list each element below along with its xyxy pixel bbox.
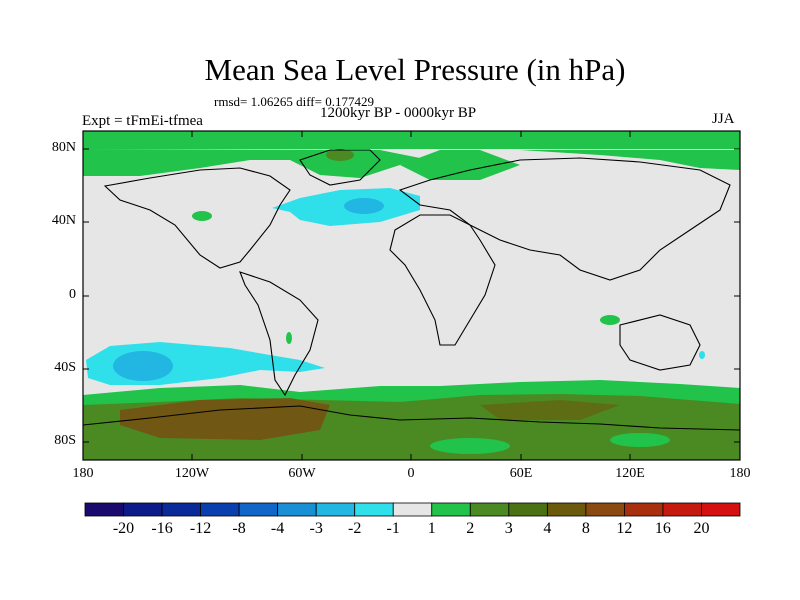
patch-s-america — [286, 332, 292, 344]
s-pacific-core — [113, 351, 173, 381]
antarctic-high-east — [480, 400, 620, 420]
colorbar-label: 1 — [427, 520, 436, 537]
colorbar-swatch — [546, 502, 587, 517]
colorbar-swatch — [277, 502, 317, 517]
colorbar-swatch — [200, 502, 240, 517]
colorbar-swatch — [161, 502, 201, 517]
colorbar-swatch — [662, 502, 702, 517]
lat-label-40n: 40N — [51, 213, 76, 228]
coastlines — [83, 149, 740, 431]
period-label: 1200kyr BP - 0000kyr BP — [320, 105, 477, 121]
n-atlantic-core — [344, 198, 384, 214]
colorbar-swatch — [701, 502, 741, 517]
lon-label-60w: 60W — [288, 466, 316, 481]
patch-nz — [699, 351, 705, 359]
axis-ticks — [83, 131, 740, 460]
patch-pacific — [192, 211, 212, 221]
colorbar-label: -8 — [232, 520, 246, 537]
antarctic-high — [120, 398, 330, 440]
siberia-anomaly — [520, 150, 740, 170]
patch-indonesia — [600, 315, 620, 325]
colorbar-label: -12 — [189, 520, 212, 537]
greenland-core — [326, 149, 354, 161]
colorbar-label: 8 — [581, 520, 590, 537]
colorbar-label: 16 — [654, 520, 671, 537]
colorbar-label: -3 — [309, 520, 323, 537]
colorbar-swatch — [508, 502, 548, 517]
lon-label-180e: 180 — [729, 466, 751, 481]
colorbar-swatch — [469, 502, 510, 517]
colorbar-swatch — [585, 502, 625, 517]
antarctic-patch-2 — [610, 433, 670, 447]
colorbar-label: 4 — [543, 520, 552, 537]
colorbar-swatch — [431, 502, 471, 517]
south-america-outline — [239, 271, 319, 397]
colorbar-label: -4 — [270, 520, 285, 537]
australia-outline — [619, 314, 701, 371]
colorbar-swatch — [392, 502, 433, 517]
eurasia-outline — [398, 157, 731, 281]
north-america-outline — [103, 167, 291, 269]
season-label: JJA — [712, 111, 735, 127]
colorbar-swatch — [123, 502, 163, 517]
lon-label-120e: 120E — [615, 466, 645, 481]
greenland-outline — [299, 149, 381, 186]
scandinavia-anomaly — [400, 150, 520, 180]
lat-label-0: 0 — [69, 287, 76, 302]
lat-label-40s: 40S — [54, 360, 76, 375]
colorbar-label: 2 — [466, 520, 475, 537]
lon-label-0: 0 — [407, 466, 415, 481]
chart-title: Mean Sea Level Pressure (in hPa) — [204, 52, 626, 87]
colorbar-swatch — [238, 502, 279, 517]
colorbar-label: 12 — [616, 520, 633, 537]
colorbar-label: 20 — [693, 520, 710, 537]
lat-label-80s: 80S — [54, 433, 76, 448]
antarctica-outline — [83, 405, 740, 431]
lat-label-80n: 80N — [51, 140, 76, 155]
stats-label: rmsd= 1.06265 diff= 0.177429 — [214, 94, 374, 109]
colorbar-swatch — [315, 502, 356, 517]
colorbar-label: 3 — [504, 520, 513, 537]
colorbar-swatch — [624, 502, 664, 517]
colorbar-swatch — [84, 502, 124, 517]
antarctic-patch — [430, 438, 510, 454]
lon-label-180w: 180 — [72, 466, 94, 481]
africa-outline — [389, 214, 496, 346]
lon-label-120w: 120W — [174, 466, 210, 481]
experiment-label: Expt = tFmEi-tfmea — [82, 113, 203, 129]
colorbar-swatch — [354, 502, 394, 517]
colorbar-label: -1 — [386, 520, 400, 537]
colorbar-label: -20 — [112, 520, 135, 537]
arctic-band — [83, 131, 740, 149]
lon-label-60e: 60E — [509, 466, 533, 481]
colorbar-label: -16 — [151, 520, 173, 537]
colorbar-label: -2 — [348, 520, 362, 537]
